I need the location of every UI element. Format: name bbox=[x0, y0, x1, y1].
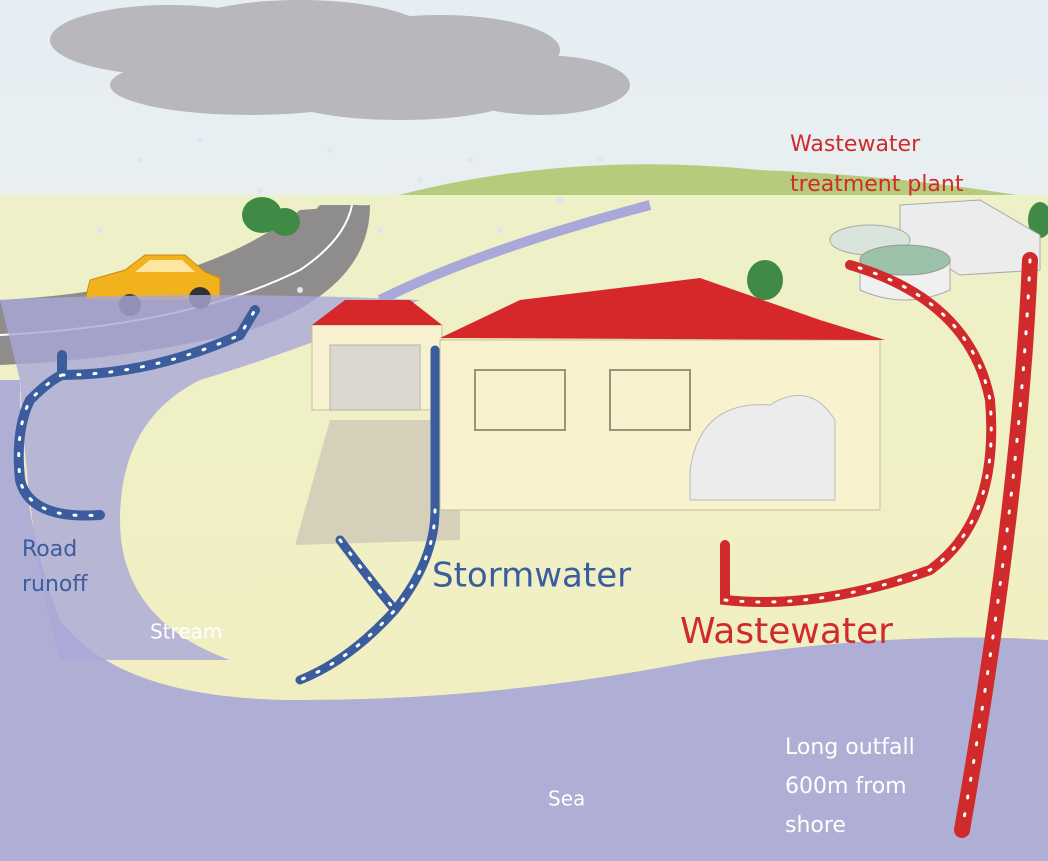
label: Long outfall bbox=[785, 735, 915, 760]
scene bbox=[0, 0, 1048, 861]
illustration: Wastewater treatment plant Road runoff S… bbox=[0, 0, 1048, 861]
label: Sea bbox=[548, 787, 585, 811]
label: Wastewater bbox=[790, 132, 921, 157]
label: runoff bbox=[22, 572, 88, 597]
label: treatment plant bbox=[790, 172, 964, 197]
label: Wastewater bbox=[680, 611, 893, 652]
label: Stormwater bbox=[432, 556, 631, 596]
label: shore bbox=[785, 813, 846, 838]
garage bbox=[312, 300, 442, 410]
label: 600m from bbox=[785, 774, 907, 799]
label: Road bbox=[22, 537, 77, 562]
label: Stream bbox=[150, 620, 222, 644]
